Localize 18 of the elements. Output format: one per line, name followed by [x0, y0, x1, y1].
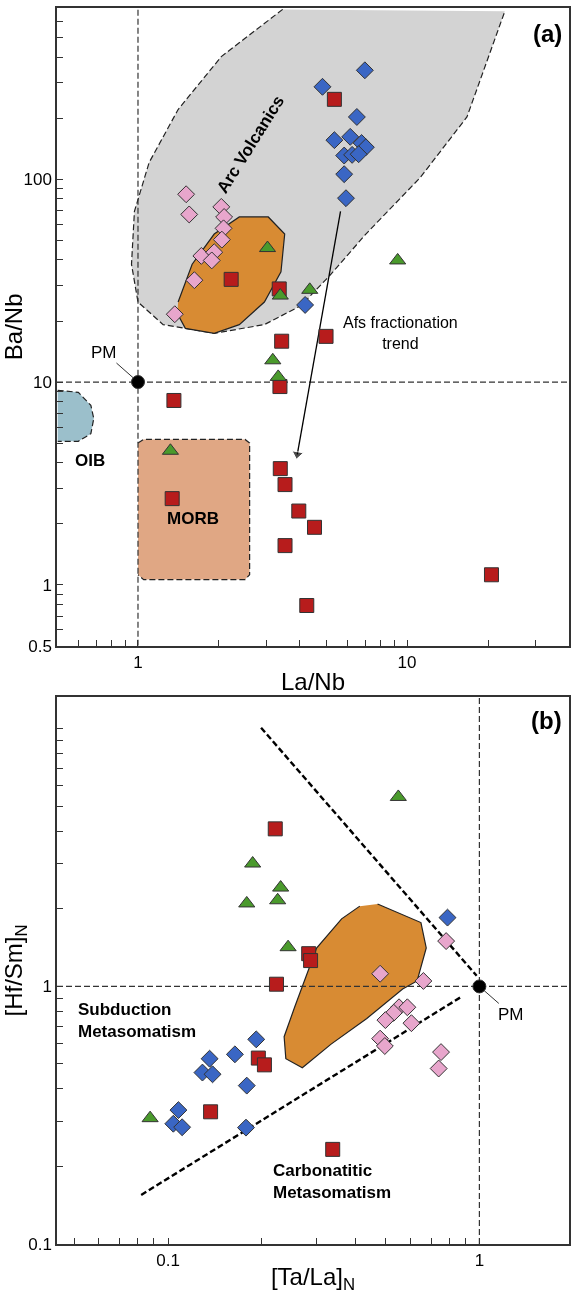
x-axis-title: La/Nb	[280, 667, 346, 695]
legend-label: PM	[498, 1005, 524, 1024]
y-tick-label: 100	[23, 170, 52, 190]
y-tick-label: 1	[42, 575, 52, 595]
annotation: OIB	[75, 451, 106, 470]
y-tick-label: 0.5	[28, 636, 52, 656]
y-axis-title: Ba/Nb	[0, 293, 27, 361]
y-tick-label: 0.1	[28, 1234, 52, 1254]
annotation: Subduction Metasomatism	[78, 1000, 197, 1042]
y-tick-label: 1	[42, 977, 52, 997]
annotation: (a)	[533, 20, 563, 47]
x-axis-title: [Ta/La]$_{N}$	[270, 1262, 356, 1294]
series-label: Afs fractionation trend	[343, 314, 458, 352]
annotation: Carbonatitic Metasomatism	[273, 1161, 392, 1203]
annotation: (b)	[531, 707, 562, 734]
y-tick-label: 10	[32, 372, 52, 392]
series-label: PM	[91, 343, 117, 362]
annotation: MORB	[167, 509, 219, 528]
